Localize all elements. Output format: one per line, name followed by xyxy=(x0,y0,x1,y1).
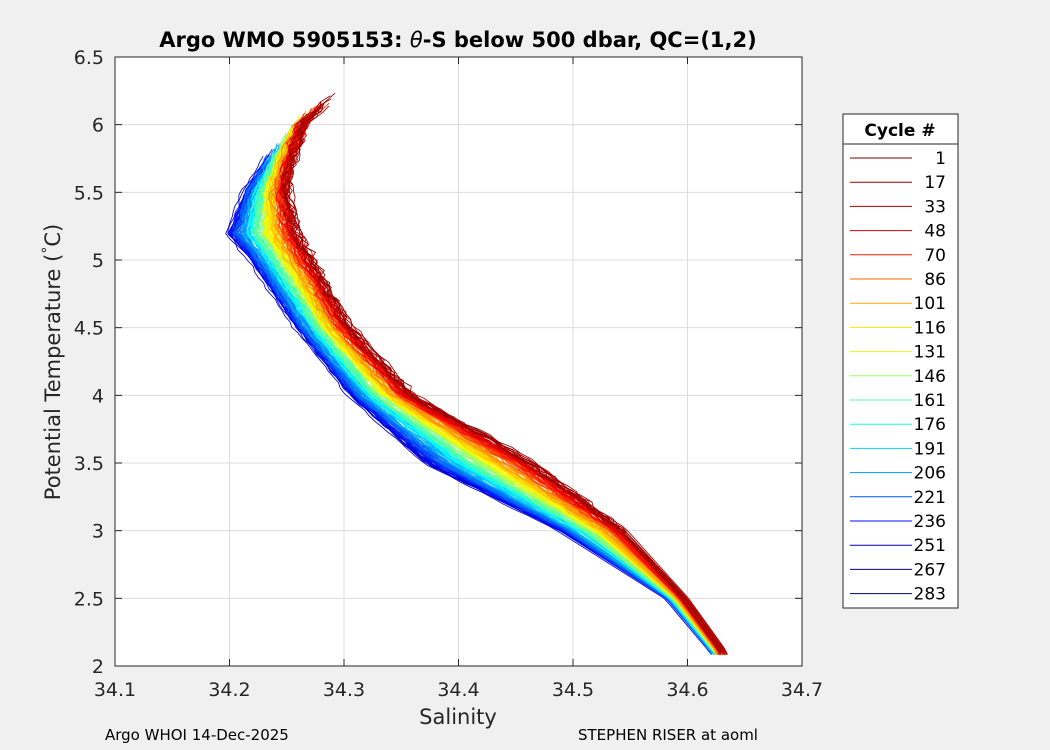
y-tick-label: 3 xyxy=(92,521,104,543)
legend-entry: 17 xyxy=(850,173,946,193)
profile-line xyxy=(280,95,721,654)
legend-entry: 191 xyxy=(850,439,946,459)
legend-label: 48 xyxy=(924,222,946,242)
profile-line xyxy=(256,132,715,653)
legend-label: 267 xyxy=(914,560,946,580)
profile-line xyxy=(227,156,712,653)
legend-entry: 48 xyxy=(850,222,946,242)
chart-title: Argo WMO 5905153: θ-S below 500 dbar, QC… xyxy=(159,28,756,52)
legend: Cycle # 1 17 33 48 70 86 101 116 131 146 161 176 191… xyxy=(842,113,959,609)
legend-label: 131 xyxy=(914,343,946,363)
x-tick-labels: 34.1 34.2 34.3 34.4 34.5 34.6 34.7 xyxy=(94,679,823,701)
legend-label: 1 xyxy=(935,149,946,169)
legend-entry: 221 xyxy=(850,488,946,508)
profile-line xyxy=(240,149,713,654)
legend-label: 17 xyxy=(924,173,946,193)
y-tick-label: 6.5 xyxy=(74,47,104,69)
y-tick-label: 4.5 xyxy=(74,318,104,340)
legend-label: 101 xyxy=(914,294,946,314)
legend-label: 236 xyxy=(914,512,946,532)
profile-line xyxy=(268,122,717,655)
legend-label: 70 xyxy=(924,246,946,266)
y-tick-label: 6 xyxy=(92,115,104,137)
y-tick-label: 5.5 xyxy=(74,182,104,204)
x-tick-label: 34.3 xyxy=(323,679,365,701)
ylabel-degree: ° xyxy=(40,247,56,254)
x-tick-label: 34.4 xyxy=(437,679,479,701)
x-axis-label: Salinity xyxy=(419,705,497,729)
legend-entry: 236 xyxy=(850,512,946,532)
x-tick-label: 34.2 xyxy=(208,679,250,701)
legend-entry: 146 xyxy=(850,367,946,387)
legend-entry: 116 xyxy=(850,318,946,338)
legend-label: 161 xyxy=(914,391,946,411)
legend-label: 206 xyxy=(914,464,946,484)
legend-label: 116 xyxy=(914,318,946,338)
legend-label: 283 xyxy=(914,585,946,605)
legend-entry: 33 xyxy=(850,197,946,217)
profile-line xyxy=(285,105,728,656)
x-tick-label: 34.5 xyxy=(552,679,594,701)
x-tick-label: 34.7 xyxy=(781,679,823,701)
profile-line xyxy=(238,144,715,655)
profile-line xyxy=(276,116,721,655)
legend-label: 191 xyxy=(914,439,946,459)
y-tick-label: 5 xyxy=(92,250,104,272)
legend-entries: 1 17 33 48 70 86 101 116 131 146 161 176 191 206 221 23… xyxy=(850,149,946,605)
profiles xyxy=(225,92,728,656)
profile-line xyxy=(254,131,716,656)
ylabel-main: Potential Temperature ( xyxy=(41,254,65,501)
legend-entry: 131 xyxy=(850,343,946,363)
legend-entry: 176 xyxy=(850,415,946,435)
y-tick-label: 2 xyxy=(92,656,104,678)
profile-line xyxy=(280,102,722,654)
profile-line xyxy=(233,162,712,651)
legend-title: Cycle # xyxy=(864,121,935,141)
legend-entry: 86 xyxy=(850,270,946,290)
legend-entry: 251 xyxy=(850,536,946,556)
profile-line xyxy=(280,117,721,656)
ticks xyxy=(114,56,803,667)
y-tick-label: 4 xyxy=(92,385,104,407)
footer-left: Argo WHOI 14-Dec-2025 xyxy=(105,726,289,744)
legend-entry: 206 xyxy=(850,464,946,484)
profile-line xyxy=(230,168,712,655)
profile-line xyxy=(252,132,715,653)
profile-line xyxy=(225,155,711,654)
y-axis-label: Potential Temperature (°C) xyxy=(40,224,65,500)
legend-entry: 70 xyxy=(850,246,946,266)
legend-entry: 283 xyxy=(850,585,946,605)
profile-line xyxy=(270,126,718,652)
y-tick-label: 2.5 xyxy=(74,588,104,610)
ylabel-end: C) xyxy=(41,224,65,247)
title-theta: θ xyxy=(410,28,423,52)
legend-label: 33 xyxy=(924,197,946,217)
legend-label: 86 xyxy=(924,270,946,290)
legend-entry: 161 xyxy=(850,391,946,411)
footer-right: STEPHEN RISER at aoml xyxy=(578,726,758,744)
x-tick-label: 34.6 xyxy=(666,679,708,701)
profile-line xyxy=(286,105,728,655)
profile-line xyxy=(262,139,717,654)
y-tick-label: 3.5 xyxy=(74,453,104,475)
title-suffix: -S below 500 dbar, QC=(1,2) xyxy=(423,28,757,52)
y-tick-labels: 2 2.5 3 3.5 4 4.5 5 5.5 6 6.5 xyxy=(74,47,104,678)
x-tick-label: 34.1 xyxy=(94,679,136,701)
legend-label: 251 xyxy=(914,536,946,556)
legend-label: 146 xyxy=(914,367,946,387)
legend-label: 221 xyxy=(914,488,946,508)
legend-entry: 1 xyxy=(850,149,946,169)
legend-entry: 101 xyxy=(850,294,946,314)
legend-entry: 267 xyxy=(850,560,946,580)
legend-box xyxy=(842,113,959,609)
profile-line xyxy=(278,112,720,656)
title-prefix: Argo WMO 5905153: xyxy=(159,28,410,52)
legend-label: 176 xyxy=(914,415,946,435)
